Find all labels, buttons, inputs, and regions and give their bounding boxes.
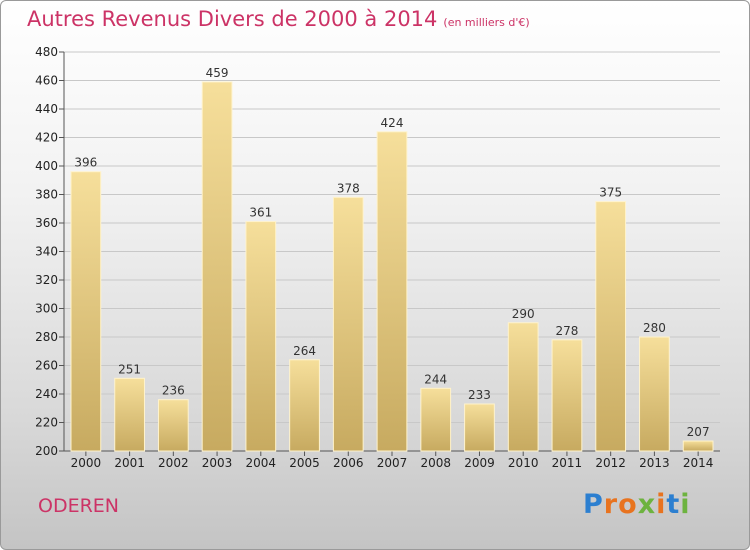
y-tick-label: 300 (35, 302, 58, 316)
y-tick-label: 320 (35, 273, 58, 287)
brand-letter: t (666, 489, 681, 520)
x-tick-label: 2002 (158, 456, 189, 470)
x-tick-label: 2011 (552, 456, 583, 470)
data-label: 424 (381, 116, 404, 130)
bar (507, 322, 539, 452)
data-label: 264 (293, 344, 316, 358)
y-tick-label: 340 (35, 245, 58, 259)
brand-letter: i (656, 489, 667, 520)
x-tick-label: 2007 (377, 456, 408, 470)
x-tick-label: 2014 (683, 456, 714, 470)
x-tick-label: 2003 (202, 456, 233, 470)
y-tick-label: 200 (35, 444, 58, 458)
y-tick-label: 480 (35, 45, 58, 59)
y-tick-label: 220 (35, 416, 58, 430)
x-tick-label: 2001 (114, 456, 145, 470)
bar (595, 201, 627, 452)
data-label: 233 (468, 388, 491, 402)
bar (289, 359, 320, 452)
place-name: ODEREN (38, 495, 120, 517)
x-tick-label: 2005 (289, 456, 320, 470)
y-tick-label: 380 (35, 188, 58, 202)
bar (464, 403, 495, 452)
brand-letter: x (637, 489, 657, 520)
x-tick-label: 2000 (71, 456, 102, 470)
data-label: 378 (337, 181, 360, 195)
axes: 200 220 240 260 280 300 320 340 360 380 400 420 440 4… (35, 45, 720, 470)
data-label: 280 (643, 321, 666, 335)
brand-logo: Proxiti (583, 489, 691, 520)
bar (551, 339, 583, 452)
bar (245, 221, 277, 452)
x-tick-label: 2008 (420, 456, 451, 470)
y-tick-label: 460 (35, 74, 58, 88)
x-tick-label: 2009 (464, 456, 495, 470)
data-label: 236 (162, 384, 185, 398)
x-tick-label: 2010 (508, 456, 539, 470)
chart-title: Autres Revenus Divers de 2000 à 2014 (en … (27, 7, 530, 31)
data-labels: 396 251 236 459 361 264 378 424 244 233 290 278 375 2… (74, 66, 709, 439)
bar (70, 171, 102, 452)
brand-letter: r (603, 489, 619, 520)
data-label: 396 (74, 156, 97, 170)
data-label: 207 (687, 425, 710, 439)
brand-letter: o (618, 489, 638, 520)
bar (682, 440, 714, 452)
y-tick-label: 420 (35, 131, 58, 145)
data-label: 361 (249, 206, 272, 220)
y-tick-label: 400 (35, 159, 58, 173)
chart-unit: (en milliers d'€) (443, 16, 530, 29)
brand-letter: i (680, 489, 691, 520)
x-tick-label: 2006 (333, 456, 364, 470)
data-label: 375 (599, 186, 622, 200)
bar (332, 196, 364, 452)
data-label: 459 (206, 66, 229, 80)
y-tick-label: 240 (35, 387, 58, 401)
y-tick-label: 260 (35, 359, 58, 373)
x-tick-label: 2004 (246, 456, 277, 470)
brand-letter: P (583, 489, 604, 520)
bar (420, 387, 452, 452)
bar (114, 377, 145, 452)
bar (201, 81, 233, 452)
data-label: 278 (555, 324, 578, 338)
chart-title-text: Autres Revenus Divers de 2000 à 2014 (27, 7, 438, 31)
data-label: 251 (118, 362, 141, 376)
bar (157, 399, 189, 452)
data-label: 244 (424, 372, 447, 386)
x-tick-label: 2012 (595, 456, 626, 470)
y-tick-label: 280 (35, 330, 58, 344)
y-tick-label: 440 (35, 102, 58, 116)
bars (70, 81, 714, 452)
x-tick-label: 2013 (639, 456, 670, 470)
y-tick-label: 360 (35, 216, 58, 230)
bar (639, 336, 670, 452)
bar (376, 131, 408, 452)
data-label: 290 (512, 307, 535, 321)
